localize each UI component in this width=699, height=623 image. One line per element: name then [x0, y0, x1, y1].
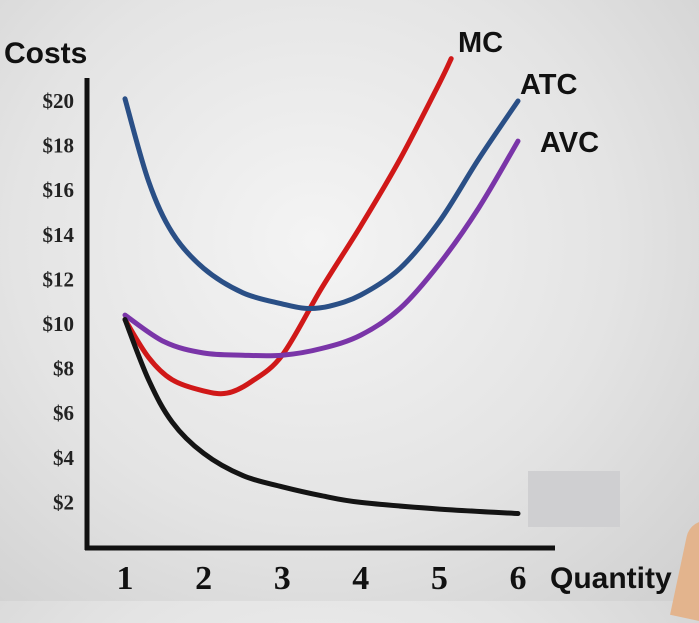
- y-tick-label: $8: [53, 357, 74, 381]
- x-tick-label: 1: [117, 560, 134, 597]
- mc-label: MC: [458, 27, 503, 59]
- x-axis-title: Quantity: [550, 562, 672, 595]
- afc-curve: [122, 317, 521, 516]
- x-tick-label: 6: [510, 560, 527, 597]
- mc-curve: [122, 56, 454, 397]
- y-tick-label: $16: [43, 178, 75, 202]
- y-tick-label: $6: [53, 401, 74, 425]
- x-tick-label: 2: [195, 560, 212, 597]
- avc-label: AVC: [540, 127, 599, 159]
- y-tick-label: $12: [43, 267, 75, 291]
- y-tick-label: $20: [43, 89, 75, 113]
- curves-group: [122, 56, 521, 516]
- x-axis-ticks: 1 2 3 4 5 6: [117, 560, 527, 597]
- y-axis-ticks: $20 $18 $16 $14 $12 $10 $8 $6 $4 $2: [43, 89, 75, 514]
- gray-overlay-box: [528, 471, 620, 527]
- x-tick-label: 4: [352, 560, 369, 597]
- y-tick-label: $2: [53, 490, 74, 514]
- atc-curve: [122, 96, 521, 312]
- y-tick-label: $18: [43, 134, 75, 158]
- avc-curve: [122, 138, 521, 359]
- x-tick-label: 5: [431, 560, 448, 597]
- atc-label: ATC: [520, 69, 578, 101]
- x-tick-label: 3: [274, 560, 291, 597]
- y-tick-label: $4: [53, 446, 75, 470]
- y-axis-title: Costs: [4, 37, 87, 70]
- y-tick-label: $14: [43, 223, 75, 247]
- y-tick-label: $10: [43, 312, 75, 336]
